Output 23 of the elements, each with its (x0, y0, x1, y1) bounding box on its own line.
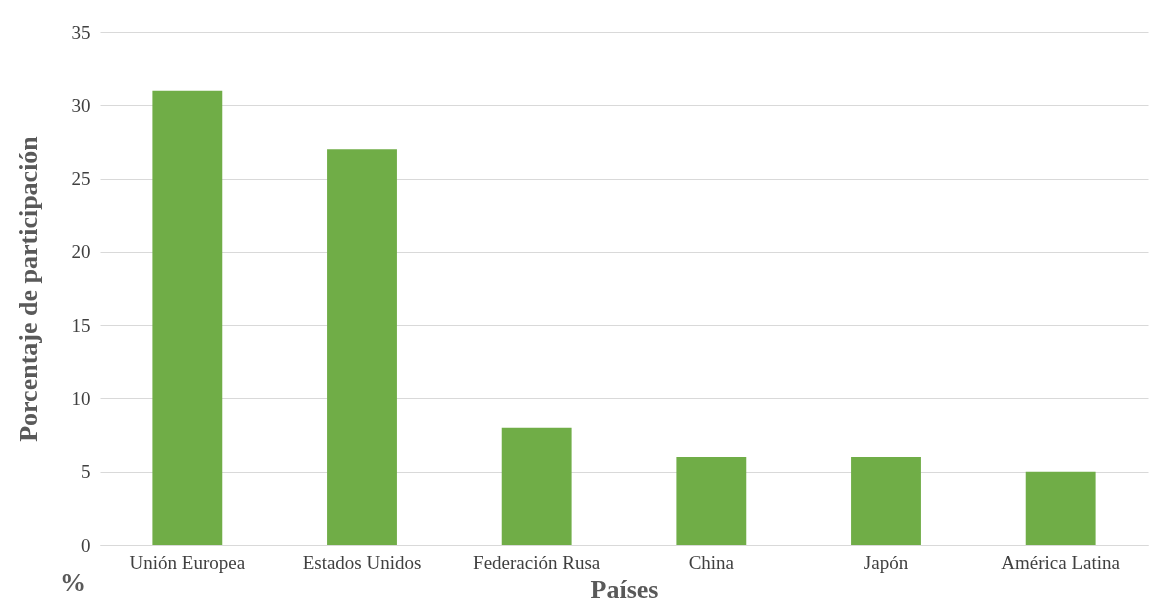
text: % (60, 568, 86, 598)
bar (676, 457, 747, 545)
bar (152, 90, 223, 545)
x-tick-label: China (688, 551, 735, 573)
x-axis-title: Países (590, 574, 659, 604)
x-tick-label: América Latina (1001, 551, 1121, 573)
bar (851, 457, 921, 545)
y-tick-label: 5 (81, 461, 91, 483)
bar (327, 149, 397, 545)
y-tick-label: 35 (71, 21, 91, 43)
y-tick-label: 10 (71, 387, 91, 409)
y-tick-label: 25 (71, 168, 91, 190)
y-axis-title: Porcentaje de participación (13, 135, 43, 442)
y-tick-label: 0 (81, 534, 91, 556)
y-tick-label: 30 (71, 94, 91, 116)
x-tick-label: Japón (863, 551, 909, 573)
x-tick-label: Estados Unidos (302, 551, 422, 573)
y-tick-label: 20 (71, 241, 91, 263)
bar (501, 427, 572, 545)
x-tick-label: Unión Europea (129, 551, 246, 573)
bar (1025, 471, 1096, 545)
y-tick-label: 15 (71, 314, 91, 336)
x-tick-label: Federación Rusa (473, 551, 601, 573)
